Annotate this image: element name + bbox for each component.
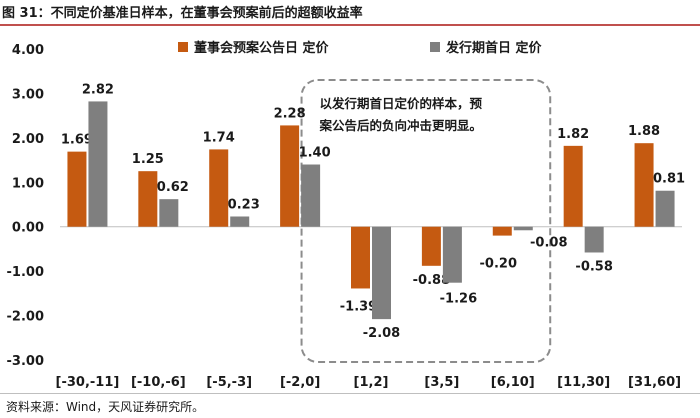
y-tick-label: 0.00 bbox=[12, 221, 44, 236]
data-label: 1.82 bbox=[557, 127, 589, 142]
bar-board-announcement bbox=[351, 226, 370, 289]
data-label: -2.08 bbox=[363, 326, 400, 341]
data-label: -0.58 bbox=[575, 259, 612, 274]
bar-board-announcement bbox=[634, 143, 654, 227]
data-label: 1.69 bbox=[61, 133, 93, 148]
data-label: 1.74 bbox=[203, 130, 235, 145]
bar-issue-first-day bbox=[230, 216, 250, 227]
bar-issue-first-day bbox=[301, 164, 321, 227]
bar-issue-first-day bbox=[88, 101, 108, 227]
y-tick-label: 1.00 bbox=[12, 176, 44, 191]
x-tick-label: [3,5] bbox=[424, 375, 459, 390]
legend-swatch-issue bbox=[430, 42, 440, 52]
data-label: 0.62 bbox=[157, 180, 189, 195]
bar-board-announcement bbox=[492, 226, 512, 236]
y-tick-label: -3.00 bbox=[7, 354, 44, 369]
x-tick-label: [1,2] bbox=[354, 375, 389, 390]
data-label: 0.23 bbox=[228, 197, 260, 212]
y-tick-label: -1.00 bbox=[7, 265, 44, 280]
title-rule bbox=[0, 24, 700, 26]
figure-title: 图 31：不同定价基准日样本，在董事会预案前后的超额收益率 bbox=[2, 6, 363, 21]
x-tick-label: [-2,0] bbox=[280, 375, 320, 390]
data-label: 2.28 bbox=[274, 106, 306, 121]
x-tick-label: [-5,-3] bbox=[206, 375, 252, 390]
bar-board-announcement bbox=[280, 125, 300, 227]
y-tick-label: -2.00 bbox=[7, 310, 44, 325]
data-label: 1.88 bbox=[628, 124, 660, 139]
bar-issue-first-day bbox=[442, 226, 462, 283]
x-tick-label: [-30,-11] bbox=[56, 375, 120, 390]
x-tick-label: [-10,-6] bbox=[131, 375, 186, 390]
x-tick-label: [6,10] bbox=[491, 375, 535, 390]
data-label: -0.88 bbox=[413, 273, 450, 288]
y-tick-label: 3.00 bbox=[12, 87, 44, 102]
bar-chart: 4.00 3.00 2.00 1.00 0.00 -1.00 -2.00 -3.00 以发行期首… bbox=[7, 40, 686, 390]
data-label: -0.08 bbox=[530, 235, 567, 250]
y-tick-label: 2.00 bbox=[12, 132, 44, 147]
bar-board-announcement bbox=[138, 171, 158, 227]
bar-issue-first-day bbox=[513, 226, 533, 231]
footer-rule bbox=[0, 393, 700, 394]
data-label: 1.40 bbox=[299, 146, 331, 161]
bar-board-announcement bbox=[563, 145, 583, 227]
bar-issue-first-day bbox=[159, 199, 179, 227]
data-label: -1.39 bbox=[340, 299, 377, 314]
x-tick-label: [31,60] bbox=[628, 375, 681, 390]
legend-label: 董事会预案公告日 定价 bbox=[194, 40, 330, 56]
bar-issue-first-day bbox=[584, 226, 604, 253]
source-note: 资料来源：Wind，天风证券研究所。 bbox=[6, 400, 205, 414]
bar-board-announcement bbox=[209, 149, 229, 227]
annotation-text: 案公告后的负向冲击更明显。 bbox=[319, 118, 483, 133]
data-label: -1.26 bbox=[440, 292, 477, 307]
data-label: 0.81 bbox=[653, 172, 685, 187]
legend-swatch-board bbox=[178, 42, 188, 52]
bar-issue-first-day bbox=[655, 190, 675, 227]
bar-board-announcement bbox=[67, 151, 87, 227]
annotation-text: 以发行期首日定价的样本，预 bbox=[320, 96, 483, 111]
bar-board-announcement bbox=[421, 226, 441, 266]
x-tick-label: [11,30] bbox=[557, 375, 610, 390]
y-tick-label: 4.00 bbox=[12, 43, 44, 58]
data-label: -0.20 bbox=[480, 257, 517, 272]
data-label: 2.82 bbox=[82, 82, 114, 97]
legend-label: 发行期首日 定价 bbox=[445, 40, 543, 56]
data-label: 1.25 bbox=[132, 152, 164, 167]
bar-issue-first-day bbox=[372, 226, 391, 320]
